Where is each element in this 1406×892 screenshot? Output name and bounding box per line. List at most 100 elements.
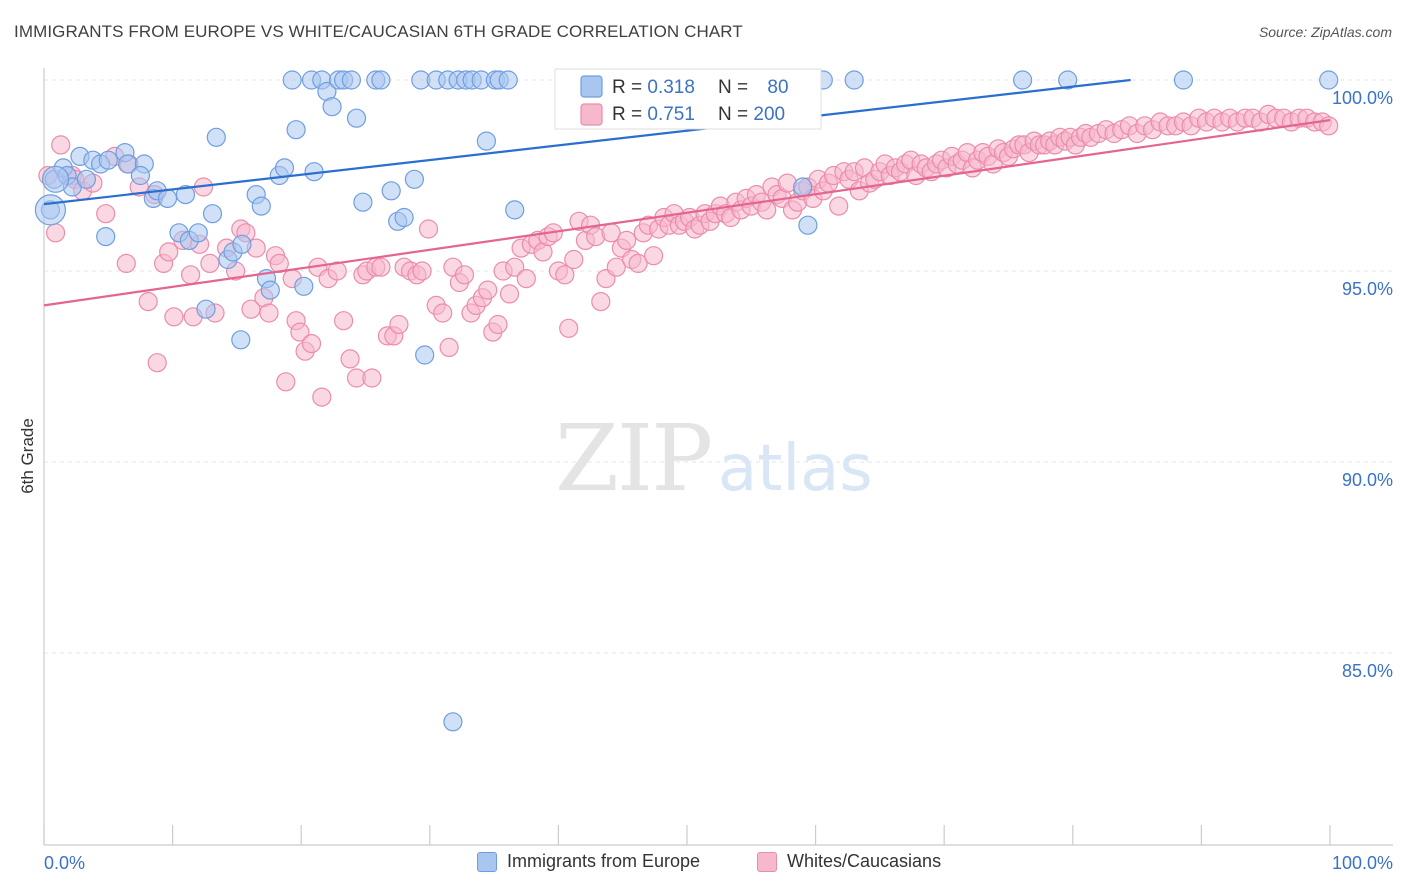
data-point (334, 311, 354, 331)
legend-n-label-pink: N = (718, 104, 753, 125)
data-point (51, 135, 71, 155)
data-point (439, 337, 459, 357)
data-point-large (41, 165, 70, 193)
legend-row-blue: R = 0.318 (612, 77, 695, 98)
y-tick-label-3: 100.0% (1332, 88, 1393, 108)
y-tick-label-1: 90.0% (1342, 470, 1393, 490)
legend-label-immigrants: Immigrants from Europe (507, 851, 701, 871)
correlation-legend: R = 0.318 N = 80 R = 0.751 N = 200 (554, 68, 822, 130)
data-point (628, 253, 648, 273)
legend-n-label-blue: N = (718, 77, 753, 98)
data-point (478, 280, 498, 300)
y-tick-label-2: 95.0% (1342, 279, 1393, 299)
data-point (340, 349, 360, 369)
data-point (346, 108, 367, 128)
data-point-large (34, 194, 67, 226)
x-tick-labels: 0.0% 100.0% (44, 853, 1393, 873)
data-point (312, 387, 332, 407)
watermark-atlas: atlas (718, 432, 873, 506)
data-point (844, 70, 864, 90)
data-point (301, 334, 322, 354)
legend-r-value-blue: 0.318 (647, 77, 695, 98)
data-point (1058, 70, 1078, 90)
data-point (443, 712, 463, 732)
data-point (454, 265, 475, 285)
trend-line-whites (43, 119, 1331, 307)
trend-lines (43, 78, 1331, 307)
data-point (381, 181, 401, 201)
watermark: ZIP atlas (555, 405, 873, 512)
page-title: IMMIGRANTS FROM EUROPE VS WHITE/CAUCASIA… (14, 22, 743, 41)
legend-n-blue: N = 80 (718, 77, 789, 98)
x-tick-label-min: 0.0% (44, 853, 85, 873)
data-point (505, 257, 525, 277)
data-point (138, 292, 158, 312)
y-axis-title: 6th Grade (18, 418, 37, 494)
data-point (433, 303, 453, 323)
data-point (231, 330, 251, 350)
data-point (476, 131, 496, 151)
legend-label-whites: Whites/Caucasians (787, 851, 942, 871)
data-point (394, 207, 414, 228)
x-tick-label-max: 100.0% (1332, 853, 1393, 873)
data-point (1012, 70, 1033, 90)
data-point (798, 215, 818, 235)
data-point (294, 276, 314, 296)
grid-lines (44, 79, 1393, 654)
data-point (616, 230, 637, 250)
data-point (200, 253, 220, 273)
legend-swatch-whites (757, 851, 777, 872)
data-point (793, 177, 813, 197)
data-point (241, 299, 261, 319)
y-tick-labels: 85.0% 90.0% 95.0% 100.0% (1332, 88, 1393, 681)
data-point (389, 314, 409, 335)
data-point (555, 265, 575, 285)
data-point (175, 185, 196, 205)
data-point (181, 265, 201, 285)
data-point (290, 322, 310, 342)
legend-swatch-blue (580, 75, 603, 98)
data-point (322, 97, 342, 117)
data-point (559, 318, 579, 338)
data-point (96, 227, 116, 247)
data-point (206, 127, 226, 147)
data-point (505, 200, 525, 220)
data-point (488, 314, 508, 335)
y-tick-label-0: 85.0% (1342, 661, 1393, 681)
data-point (157, 188, 178, 208)
data-point (232, 234, 252, 254)
legend-n-value-blue: 80 (767, 77, 788, 98)
data-point (286, 120, 306, 140)
data-point (164, 307, 184, 327)
legend-item-whites: Whites/Caucasians (757, 851, 941, 872)
data-point (341, 70, 361, 90)
legend-item-immigrants: Immigrants from Europe (477, 851, 700, 872)
data-point (371, 70, 391, 90)
data-point (415, 345, 435, 365)
data-point (1173, 70, 1194, 90)
data-point (260, 280, 280, 300)
data-point (606, 257, 626, 277)
data-point (76, 169, 97, 189)
data-point (196, 299, 216, 319)
data-point (147, 353, 167, 373)
data-point (45, 223, 66, 243)
legend-swatch-pink (580, 103, 603, 126)
data-point (757, 200, 777, 220)
data-point (643, 246, 664, 266)
data-point (516, 269, 536, 289)
data-point (98, 150, 118, 170)
data-point (159, 242, 179, 262)
legend-n-value-pink: 200 (753, 104, 785, 125)
series-whites-caucasians (38, 104, 1339, 407)
data-point (564, 249, 584, 270)
data-point (412, 261, 432, 281)
data-point (499, 284, 520, 304)
data-point (362, 368, 382, 388)
legend-swatch-immigrants (477, 851, 497, 872)
watermark-zip: ZIP (555, 405, 711, 512)
data-point (418, 219, 439, 239)
legend-r-value-pink: 0.751 (647, 104, 695, 125)
data-point (353, 192, 373, 212)
